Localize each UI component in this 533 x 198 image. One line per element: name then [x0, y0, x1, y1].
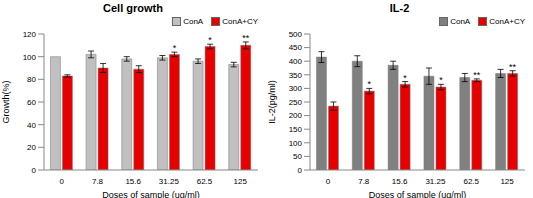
- svg-text:500: 500: [289, 30, 303, 39]
- html-text:IL-2: IL-2: [389, 2, 410, 14]
- svg-text:*: *: [439, 75, 443, 85]
- html-text:Cell growth: Cell growth: [103, 2, 163, 14]
- svg-text:300: 300: [289, 84, 303, 93]
- svg-text:250: 250: [289, 98, 303, 107]
- svg-text:100: 100: [289, 139, 303, 148]
- svg-text:40: 40: [27, 121, 36, 130]
- svg-text:31.25: 31.25: [159, 177, 180, 186]
- svg-text:0: 0: [32, 166, 37, 175]
- svg-text:15.6: 15.6: [392, 177, 408, 186]
- html-text:ConA: ConA: [450, 17, 471, 26]
- svg-text:15.6: 15.6: [125, 177, 141, 186]
- svg-text:62.5: 62.5: [197, 177, 213, 186]
- svg-text:60: 60: [27, 98, 36, 107]
- svg-text:0: 0: [326, 177, 331, 186]
- svg-text:Doses of sample (ug/ml): Doses of sample (ug/ml): [102, 190, 200, 198]
- svg-text:0: 0: [298, 166, 303, 175]
- svg-text:*: *: [173, 43, 177, 53]
- svg-text:62.5: 62.5: [463, 177, 479, 186]
- svg-text:400: 400: [289, 57, 303, 66]
- svg-text:100: 100: [23, 53, 37, 62]
- svg-text:31.25: 31.25: [425, 177, 446, 186]
- svg-text:Doses of sample (ug/ml): Doses of sample (ug/ml): [369, 190, 467, 198]
- svg-text:450: 450: [289, 43, 303, 52]
- svg-text:**: **: [242, 33, 250, 43]
- svg-text:125: 125: [500, 177, 514, 186]
- svg-text:7.8: 7.8: [92, 177, 104, 186]
- svg-text:7.8: 7.8: [358, 177, 370, 186]
- svg-text:120: 120: [23, 30, 37, 39]
- svg-text:200: 200: [289, 111, 303, 120]
- html-text:ConA+CY: ConA+CY: [489, 17, 525, 26]
- svg-text:125: 125: [233, 177, 247, 186]
- svg-text:50: 50: [293, 152, 302, 161]
- svg-text:150: 150: [289, 125, 303, 134]
- svg-text:350: 350: [289, 71, 303, 80]
- svg-text:*: *: [208, 35, 212, 45]
- html-text:ConA+CY: ConA+CY: [222, 17, 258, 26]
- html-text:ConA: ConA: [183, 17, 204, 26]
- svg-text:80: 80: [27, 75, 36, 84]
- svg-text:Growth(%): Growth(%): [8, 80, 11, 123]
- svg-text:20: 20: [27, 143, 36, 152]
- svg-text:**: **: [509, 62, 517, 72]
- svg-text:IL-2(pg/ml): IL-2(pg/ml): [267, 80, 277, 124]
- svg-text:**: **: [473, 70, 481, 80]
- svg-text:*: *: [368, 79, 372, 89]
- svg-text:0: 0: [60, 177, 65, 186]
- svg-text:*: *: [403, 73, 407, 83]
